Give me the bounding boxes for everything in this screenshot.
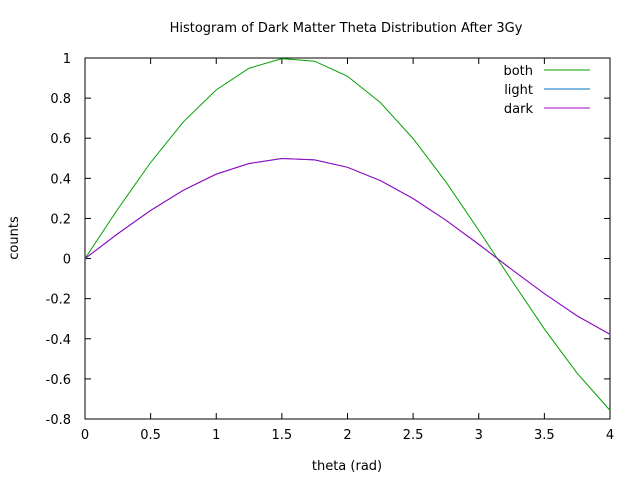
legend: both light dark [503, 64, 590, 117]
x-tick-label: 2.5 [403, 428, 424, 443]
x-tick-label: 1 [212, 428, 220, 443]
legend-label-both: both [503, 64, 533, 79]
y-tick-label: -0.2 [46, 293, 71, 308]
y-tick-label: 1 [63, 52, 71, 67]
y-tick-label: -0.6 [46, 373, 71, 388]
y-tick-label: 0.4 [50, 172, 71, 187]
y-tick-label: 0.2 [50, 212, 71, 227]
x-tick-label: 1.5 [272, 428, 293, 443]
y-tick-label: -0.8 [46, 413, 71, 428]
y-tick-label: -0.4 [46, 333, 71, 348]
y-tick-label: 0.6 [50, 132, 71, 147]
chart-title: Histogram of Dark Matter Theta Distribut… [170, 21, 523, 36]
x-tick-label: 0 [81, 428, 89, 443]
y-axis-label: counts [7, 216, 22, 260]
legend-label-dark: dark [504, 102, 534, 117]
series-lines [84, 58, 611, 411]
x-tick-label: 4 [606, 428, 614, 443]
x-tick-label: 2 [343, 428, 351, 443]
legend-label-light: light [504, 83, 533, 98]
series-line-both [84, 58, 611, 411]
axis-ticks: 0 0.5 1 1.5 2 2.5 3 3.5 4 -0.8 -0.6 -0.4 -0.2 0 0.2 0.4… [46, 52, 615, 443]
y-tick-label: 0 [63, 253, 71, 268]
x-tick-label: 3 [475, 428, 483, 443]
series-line-light [84, 157, 611, 335]
x-tick-label: 3.5 [534, 428, 555, 443]
x-tick-label: 0.5 [140, 428, 161, 443]
x-axis-label: theta (rad) [312, 459, 382, 474]
series-line-dark [84, 157, 611, 335]
y-tick-label: 0.8 [50, 92, 71, 107]
